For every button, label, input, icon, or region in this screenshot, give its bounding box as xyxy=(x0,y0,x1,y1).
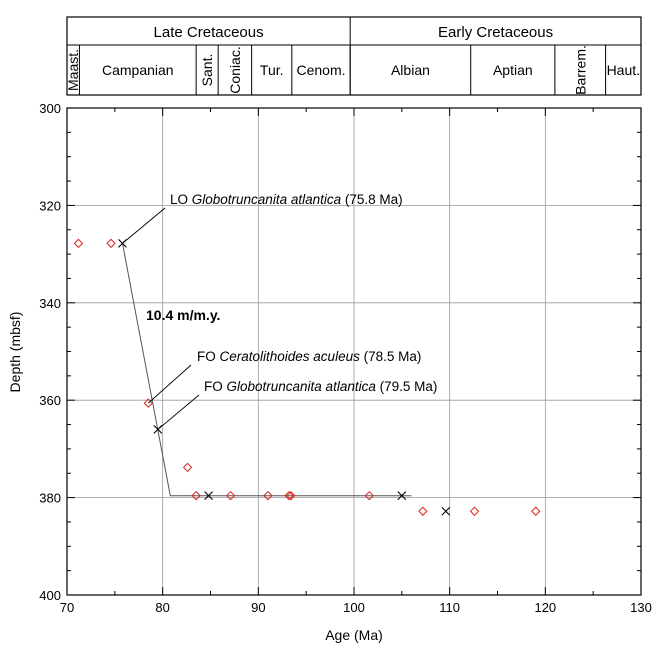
annotation-taxon: Globotruncanita atlantica xyxy=(192,192,342,207)
epoch-label: Early Cretaceous xyxy=(438,24,553,41)
x-tick-label: 110 xyxy=(439,600,460,615)
annotation-taxon: Globotruncanita atlantica xyxy=(227,379,377,394)
y-tick-label: 320 xyxy=(39,198,61,213)
y-tick-label: 380 xyxy=(39,491,61,506)
annotation-label: FO Ceratolithoides aculeus (78.5 Ma) xyxy=(197,349,421,364)
annotation-prefix: LO xyxy=(170,192,192,207)
diamond-marker xyxy=(364,490,375,501)
annotations: LO Globotruncanita atlantica (75.8 Ma) FO… xyxy=(122,192,437,430)
age-depth-line xyxy=(122,243,412,497)
stage-label: Aptian xyxy=(493,62,533,78)
diamond-marker xyxy=(263,490,273,501)
diamond-marker xyxy=(143,398,154,408)
stage-label: Albian xyxy=(391,62,430,78)
annotation-age: (79.5 Ma) xyxy=(376,379,438,394)
diamond-marker xyxy=(73,238,84,249)
stage-label: Maast. xyxy=(65,49,81,91)
stage-label: Cenom. xyxy=(296,62,345,78)
diamond-marker xyxy=(531,506,541,516)
annotation-leader xyxy=(157,394,200,430)
annotation-prefix: FO xyxy=(197,349,220,364)
cross-marker xyxy=(441,506,451,516)
timescale-header: Late Cretaceous Early Cretaceous Maast. Cam… xyxy=(65,16,642,96)
stage-label: Campanian xyxy=(102,62,174,78)
diamond-marker xyxy=(191,490,201,501)
cross-stroke xyxy=(397,491,407,501)
x-tick-label: 120 xyxy=(534,600,556,615)
annotation-taxon: Ceratolithoides aculeus xyxy=(220,349,361,364)
annotation-leader xyxy=(148,364,192,404)
cross-stroke xyxy=(204,491,213,501)
cross-marker xyxy=(204,491,213,501)
cross-stroke xyxy=(441,506,451,516)
annotation-age: (75.8 Ma) xyxy=(341,192,403,207)
y-axis-title: Depth (mbsf) xyxy=(7,312,23,393)
stage-label: Barrem. xyxy=(572,45,588,95)
diamond-marker xyxy=(286,490,296,501)
x-tick-label: 90 xyxy=(251,600,265,615)
x-tick-label: 130 xyxy=(630,600,652,615)
stage-label: Haut. xyxy=(607,62,640,78)
y-tick-label: 360 xyxy=(39,393,61,408)
diamond-marker xyxy=(225,490,236,501)
diamond-marker xyxy=(418,506,428,516)
y-tick-label: 340 xyxy=(39,296,61,311)
stage-label: Tur. xyxy=(260,62,284,78)
stage-label: Sant. xyxy=(199,54,215,87)
epoch-label: Late Cretaceous xyxy=(154,24,264,41)
x-tick-label: 100 xyxy=(343,600,365,615)
data-markers xyxy=(73,238,541,516)
y-tick-label: 300 xyxy=(39,101,61,116)
annotation-label: LO Globotruncanita atlantica (75.8 Ma) xyxy=(170,192,403,207)
x-tick-label: 80 xyxy=(155,600,169,615)
annotation-age: (78.5 Ma) xyxy=(360,349,422,364)
age-depth-polyline xyxy=(122,243,412,497)
timescale-frame xyxy=(66,16,642,96)
annotation-prefix: FO xyxy=(204,379,227,394)
sedimentation-rate-label: 10.4 m/m.y. xyxy=(146,307,220,323)
diamond-marker xyxy=(182,462,193,473)
grid xyxy=(67,108,641,595)
x-axis-title: Age (Ma) xyxy=(325,627,383,643)
y-tick-label: 400 xyxy=(39,588,61,603)
annotation-label: FO Globotruncanita atlantica (79.5 Ma) xyxy=(204,379,437,394)
annotation-leader xyxy=(122,207,166,244)
diamond-marker xyxy=(469,506,480,516)
diamond-marker xyxy=(106,238,116,249)
x-tick-label: 70 xyxy=(60,600,74,615)
axes: 70 80 90 100 110 120 130 300 320 340 360 380 400 xyxy=(39,101,652,615)
diamond-marker xyxy=(284,490,294,501)
cross-marker xyxy=(397,491,407,501)
stage-label: Coniac. xyxy=(227,46,243,93)
